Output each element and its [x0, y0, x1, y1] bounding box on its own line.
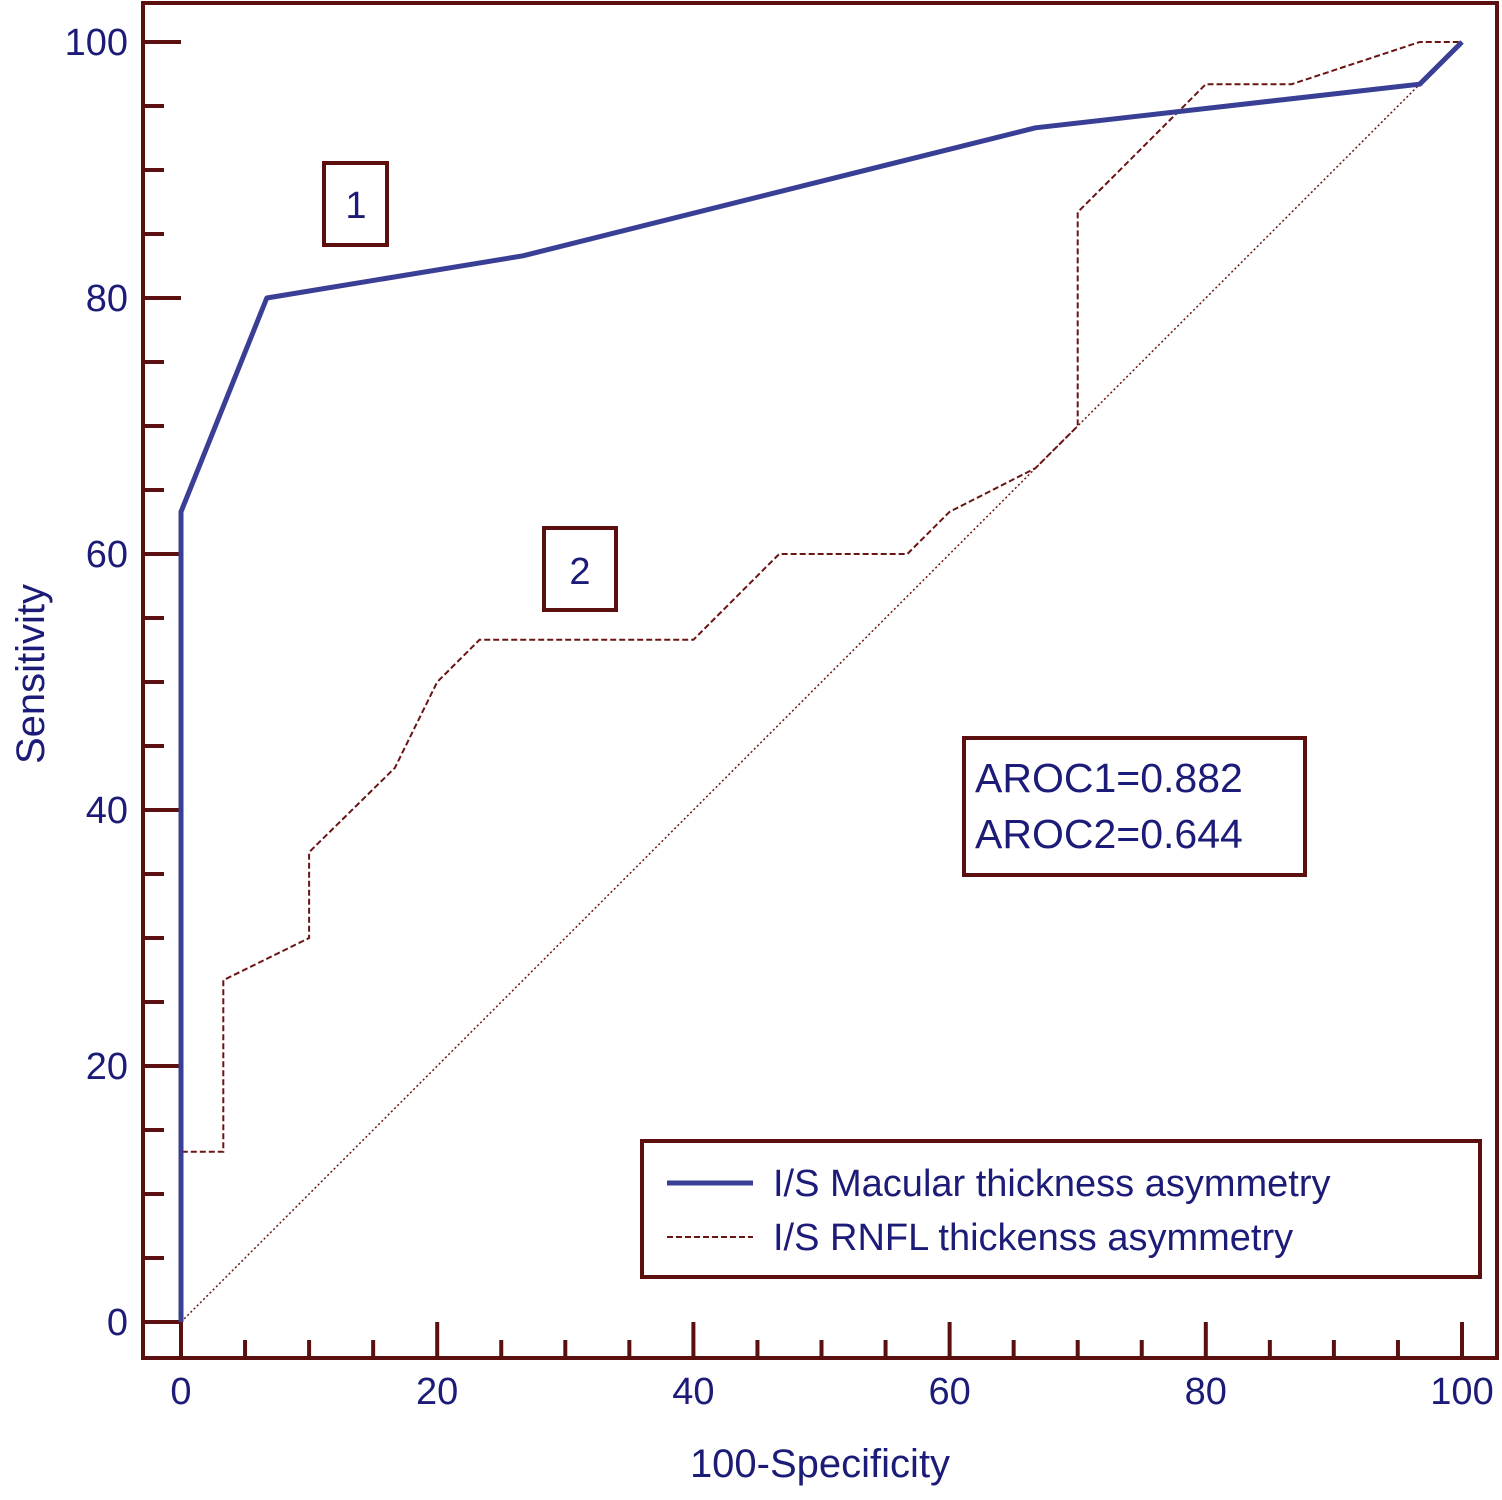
- axis-ticks: [143, 40, 1464, 1358]
- y-tick-label: 80: [86, 278, 128, 320]
- legend-label-macular: I/S Macular thickness asymmetry: [773, 1163, 1330, 1205]
- axis-tick-labels: 0 20 40 60 80 100 0 20 40 60 80 100: [65, 22, 1494, 1413]
- curve1-label: 1: [345, 185, 366, 227]
- y-tick-label: 60: [86, 534, 128, 576]
- legend-box: [640, 1139, 1482, 1279]
- aroc1-text: AROC1=0.882: [975, 755, 1243, 801]
- x-tick-label: 100: [1430, 1371, 1493, 1413]
- series-macular-curve: [178, 40, 1464, 1322]
- x-tick-label: 20: [416, 1371, 458, 1413]
- y-tick-label: 20: [86, 1046, 128, 1088]
- series-rnfl-curve: [180, 41, 1462, 1322]
- aroc-annotation-box: AROC1=0.882 AROC2=0.644: [962, 736, 1307, 877]
- x-tick-label: 80: [1185, 1371, 1227, 1413]
- x-tick-label: 0: [170, 1371, 191, 1413]
- y-tick-label: 100: [65, 22, 128, 64]
- legend-label-rnfl: I/S RNFL thickenss asymmetry: [773, 1217, 1293, 1259]
- y-axis-title: Sensitivity: [9, 584, 53, 764]
- curve1-label-box: 1: [322, 161, 389, 247]
- x-tick-label: 40: [672, 1371, 714, 1413]
- legend: I/S Macular thickness asymmetry I/S RNFL…: [640, 1139, 1482, 1279]
- y-tick-label: 0: [107, 1302, 128, 1344]
- curve2-label: 2: [569, 551, 590, 593]
- y-tick-label: 40: [86, 790, 128, 832]
- x-axis-title: 100-Specificity: [690, 1442, 950, 1486]
- aroc2-text: AROC2=0.644: [975, 811, 1243, 857]
- reference-diagonal: [180, 41, 1463, 1323]
- curve2-label-box: 2: [542, 526, 618, 612]
- x-tick-label: 60: [928, 1371, 970, 1413]
